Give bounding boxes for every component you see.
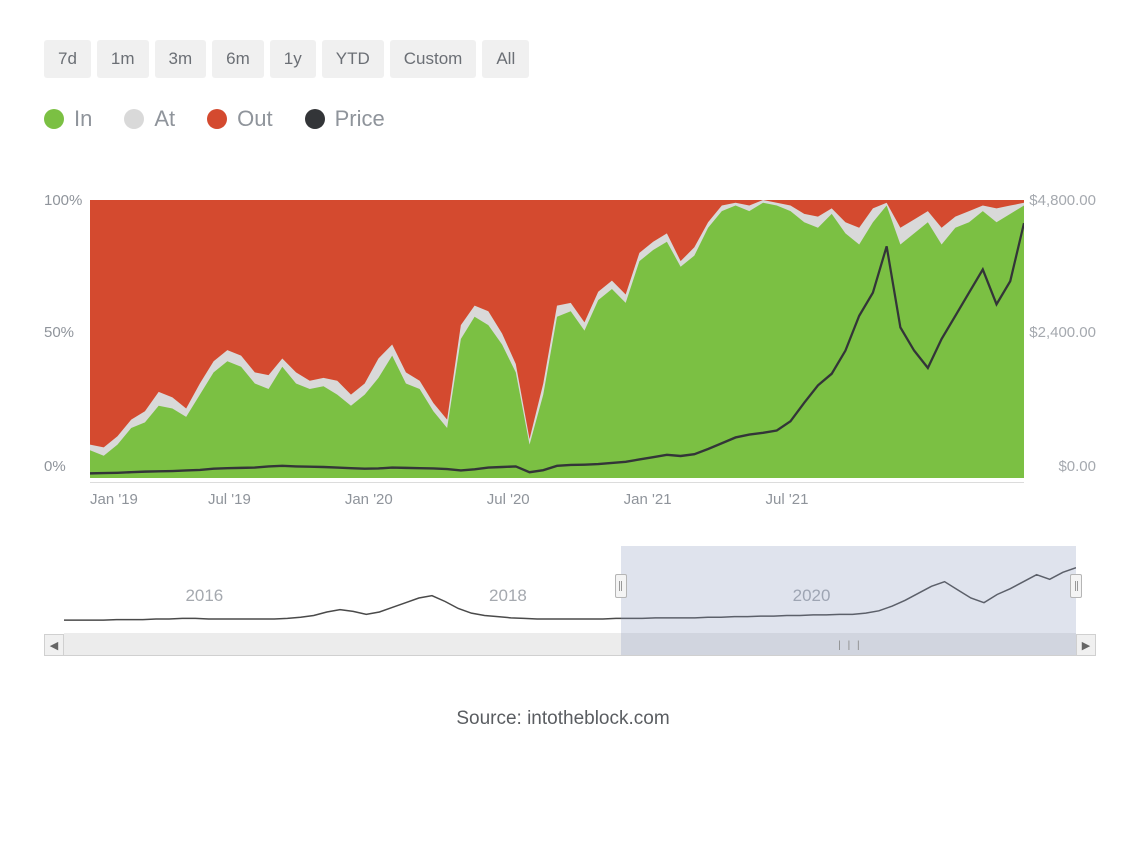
source-attribution: Source: intotheblock.com xyxy=(30,708,1096,730)
x-axis-tick: Jul '21 xyxy=(766,491,809,508)
time-range-6m[interactable]: 6m xyxy=(212,40,264,78)
time-range-3m[interactable]: 3m xyxy=(155,40,207,78)
time-range-1m[interactable]: 1m xyxy=(97,40,149,78)
x-axis-tick: Jan '19 xyxy=(90,491,138,508)
left-axis-tick: 0% xyxy=(44,458,66,475)
right-axis-tick: $2,400.00 xyxy=(1029,324,1096,341)
x-axis-tick: Jul '19 xyxy=(208,491,251,508)
legend-item-at[interactable]: At xyxy=(124,106,175,132)
x-axis-tick: Jan '21 xyxy=(624,491,672,508)
legend-item-price[interactable]: Price xyxy=(305,106,385,132)
legend-dot-icon xyxy=(124,109,144,129)
time-range-1y[interactable]: 1y xyxy=(270,40,316,78)
right-axis-tick: $4,800.00 xyxy=(1029,192,1096,209)
legend-dot-icon xyxy=(305,109,325,129)
x-axis-tick: Jan '20 xyxy=(345,491,393,508)
chart-plot-area[interactable] xyxy=(90,200,1024,478)
nav-year-label: 2018 xyxy=(489,586,527,606)
nav-year-label: 2016 xyxy=(185,586,223,606)
nav-selected-range[interactable] xyxy=(621,546,1076,655)
right-axis-tick: $0.00 xyxy=(1058,458,1096,475)
left-axis-tick: 50% xyxy=(44,324,74,341)
x-axis-tick: Jul '20 xyxy=(487,491,530,508)
legend-dot-icon xyxy=(44,109,64,129)
nav-scroll-left[interactable]: ◀ xyxy=(44,634,64,656)
nav-scroll-right[interactable]: ▶ xyxy=(1076,634,1096,656)
time-range-selector: 7d1m3m6m1yYTDCustomAll xyxy=(44,40,1096,78)
legend-label: In xyxy=(74,106,92,132)
chart-legend: In At Out Price xyxy=(44,106,1096,132)
range-navigator: ◀ 201620182020| | | ▶ xyxy=(44,546,1096,656)
nav-handle-left[interactable] xyxy=(615,574,627,598)
nav-handle-right[interactable] xyxy=(1070,574,1082,598)
nav-grip-icon[interactable]: | | | xyxy=(838,640,861,651)
time-range-ytd[interactable]: YTD xyxy=(322,40,384,78)
legend-item-in[interactable]: In xyxy=(44,106,92,132)
legend-label: At xyxy=(154,106,175,132)
time-range-custom[interactable]: Custom xyxy=(390,40,477,78)
legend-label: Price xyxy=(335,106,385,132)
nav-body[interactable]: 201620182020| | | xyxy=(64,546,1076,656)
time-range-all[interactable]: All xyxy=(482,40,529,78)
legend-label: Out xyxy=(237,106,272,132)
x-axis: Jan '19 Jul '19 Jan '20 Jul '20 Jan '21 Jul '… xyxy=(90,482,1024,510)
left-axis-tick: 100% xyxy=(44,192,82,209)
legend-item-out[interactable]: Out xyxy=(207,106,272,132)
time-range-7d[interactable]: 7d xyxy=(44,40,91,78)
legend-dot-icon xyxy=(207,109,227,129)
main-chart: 100% 50% 0% $4,800.00 $2,400.00 $0.00 xyxy=(30,190,1096,478)
